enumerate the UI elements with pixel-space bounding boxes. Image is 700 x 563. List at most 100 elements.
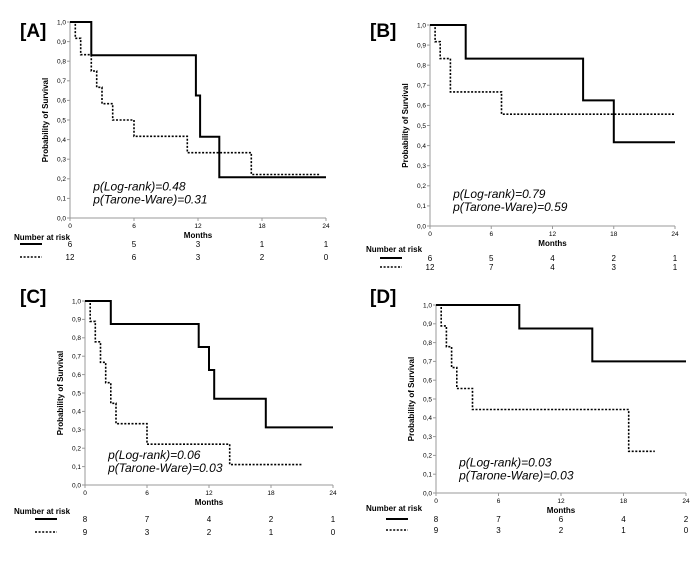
- risk-count: 1: [269, 528, 274, 537]
- x-tick-label: 18: [258, 223, 266, 230]
- panel-label: [A]: [20, 21, 46, 42]
- y-tick-label: 1,0: [423, 302, 432, 309]
- x-tick-label: 6: [497, 498, 501, 505]
- y-tick-label: 0,4: [417, 143, 426, 150]
- panel-label: [B]: [370, 21, 396, 42]
- y-tick-label: 0,6: [417, 103, 426, 110]
- y-tick-label: 1,0: [57, 19, 66, 26]
- risk-count: 1: [331, 515, 336, 524]
- y-tick-label: 0,8: [57, 59, 66, 66]
- panel-label: [C]: [20, 287, 46, 308]
- risk-count: 0: [684, 526, 689, 535]
- y-tick-label: 0,8: [423, 340, 432, 347]
- risk-count: 1: [324, 240, 329, 249]
- y-tick-label: 0,4: [423, 415, 432, 422]
- p-tarone-ware: p(Tarone-Ware)=0.31: [92, 193, 207, 207]
- y-tick-label: 0,9: [72, 317, 81, 324]
- y-tick-label: 0,2: [72, 446, 81, 453]
- y-tick-label: 0,1: [417, 203, 426, 210]
- survival-curve-dotted: [436, 304, 655, 453]
- y-tick-label: 0,0: [417, 223, 426, 230]
- risk-count: 3: [496, 526, 501, 535]
- y-tick-label: 1,0: [417, 22, 426, 29]
- y-tick-label: 1,0: [72, 298, 81, 305]
- y-tick-label: 0,3: [57, 157, 66, 164]
- risk-count: 0: [324, 253, 329, 262]
- p-tarone-ware: p(Tarone-Ware)=0.03: [107, 461, 223, 475]
- survival-curve-solid: [436, 304, 686, 363]
- y-tick-label: 0,0: [57, 215, 66, 222]
- risk-count: 8: [83, 515, 88, 524]
- x-axis-title: Months: [547, 506, 576, 515]
- y-tick-label: 0,2: [423, 453, 432, 460]
- risk-count: 3: [145, 528, 150, 537]
- y-tick-label: 0,1: [57, 196, 66, 203]
- panel-label: [D]: [370, 287, 396, 308]
- y-axis-title: Probability of Survival: [41, 78, 50, 162]
- risk-count: 2: [684, 515, 689, 524]
- x-axis-title: Months: [195, 498, 224, 507]
- risk-count: 2: [612, 254, 617, 263]
- risk-count: 3: [196, 253, 201, 262]
- risk-count: 2: [260, 253, 265, 262]
- y-tick-label: 0,4: [57, 137, 66, 144]
- survival-curve-solid: [70, 21, 326, 179]
- y-tick-label: 0,7: [417, 83, 426, 90]
- chart-panel-c: [C]0,00,10,20,30,40,50,60,70,80,91,00 6 12…: [14, 287, 337, 537]
- chart-panel-b: [B]0,00,10,20,30,40,50,60,70,80,91,00 6 12…: [366, 21, 679, 272]
- y-tick-label: 0,1: [423, 472, 432, 479]
- p-tarone-ware: p(Tarone-Ware)=0.59: [452, 200, 568, 214]
- survival-curve-solid: [430, 24, 675, 144]
- risk-table-title: Number at risk: [366, 504, 423, 513]
- risk-count: 8: [434, 515, 439, 524]
- risk-table-title: Number at risk: [366, 245, 423, 254]
- p-log-rank: p(Log-rank)=0.48: [92, 180, 186, 194]
- risk-count: 2: [207, 528, 212, 537]
- risk-count: 4: [550, 254, 555, 263]
- risk-count: 7: [496, 515, 501, 524]
- y-axis-title: Probability of Survival: [407, 357, 416, 441]
- x-tick-label: 18: [610, 231, 618, 238]
- risk-count: 1: [621, 526, 626, 535]
- risk-count: 9: [434, 526, 439, 535]
- x-tick-label: 12: [194, 223, 202, 230]
- x-tick-label: 24: [682, 498, 690, 505]
- x-tick-label: 24: [322, 223, 330, 230]
- x-tick-label: 6: [489, 231, 493, 238]
- risk-count: 7: [489, 263, 494, 272]
- risk-count: 4: [207, 515, 212, 524]
- survival-curve-dotted: [70, 21, 321, 176]
- y-tick-label: 0,3: [423, 434, 432, 441]
- y-tick-label: 0,7: [72, 354, 81, 361]
- y-tick-label: 0,6: [72, 372, 81, 379]
- x-tick-label: 12: [557, 498, 565, 505]
- risk-table-title: Number at risk: [14, 507, 71, 516]
- risk-count: 5: [489, 254, 494, 263]
- p-log-rank: p(Log-rank)=0.79: [452, 187, 546, 201]
- risk-count: 3: [612, 263, 617, 272]
- x-tick-label: 0: [434, 498, 438, 505]
- risk-count: 4: [621, 515, 626, 524]
- survival-curve-dotted: [85, 300, 302, 466]
- x-tick-label: 18: [620, 498, 628, 505]
- risk-count: 7: [145, 515, 150, 524]
- risk-count: 1: [673, 263, 678, 272]
- survival-curve-solid: [85, 300, 333, 429]
- risk-count: 6: [132, 253, 137, 262]
- risk-count: 3: [196, 240, 201, 249]
- chart-panel-d: [D]0,00,10,20,30,40,50,60,70,80,91,00 6 12…: [366, 287, 690, 535]
- x-tick-label: 12: [205, 490, 213, 497]
- x-tick-label: 24: [671, 231, 679, 238]
- x-tick-label: 6: [145, 490, 149, 497]
- y-tick-label: 0,6: [57, 98, 66, 105]
- y-tick-label: 0,9: [57, 39, 66, 46]
- risk-count: 1: [260, 240, 265, 249]
- y-tick-label: 0,2: [417, 183, 426, 190]
- x-tick-label: 12: [549, 231, 557, 238]
- risk-count: 0: [331, 528, 336, 537]
- risk-count: 6: [559, 515, 564, 524]
- x-axis-title: Months: [184, 231, 213, 240]
- risk-count: 4: [550, 263, 555, 272]
- risk-count: 6: [428, 254, 433, 263]
- x-tick-label: 6: [132, 223, 136, 230]
